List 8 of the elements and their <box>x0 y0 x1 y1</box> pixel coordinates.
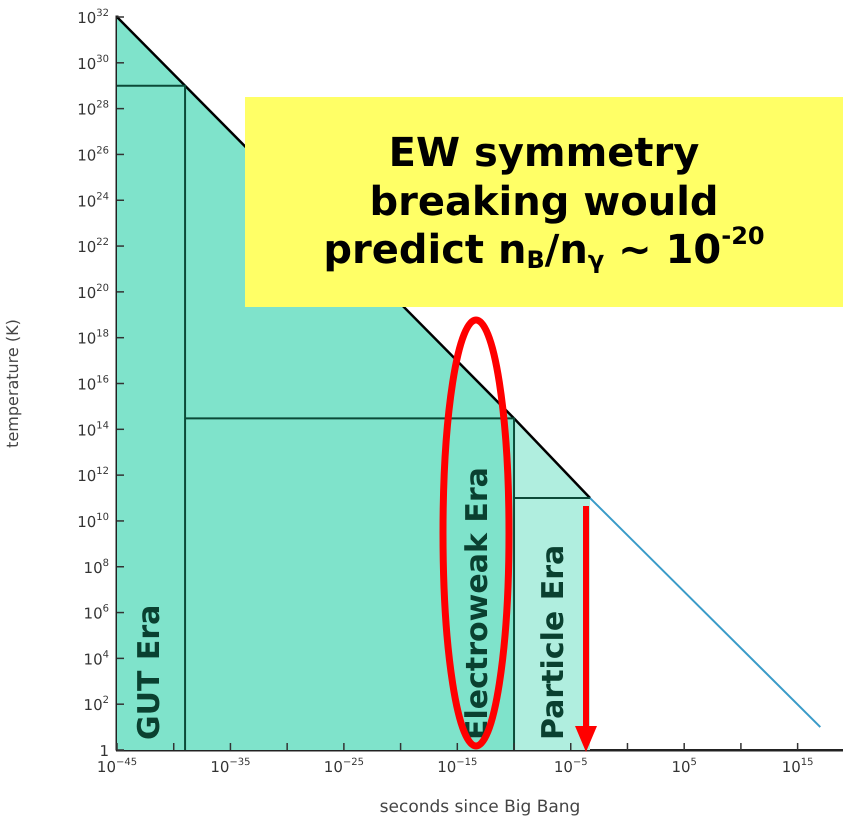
series-label: Electroweak Era <box>460 467 495 740</box>
y-tick-label: 1 <box>99 742 110 760</box>
annotation: EW symmetry breaking would predict n$_{B}$/n$_{γ}$ ~ 10$^{-20}$ <box>322 128 766 276</box>
series-label: Particle Era <box>536 544 571 740</box>
series-label: GUT Era <box>132 604 167 740</box>
callout-box: EW symmetry breaking would predict n$_{B}$/n$_{γ}$ ~ 10$^{-20}$ <box>245 97 843 307</box>
x-axis-title: seconds since Big Bang <box>380 797 580 818</box>
y-axis-title: temperature (K) <box>2 319 22 448</box>
